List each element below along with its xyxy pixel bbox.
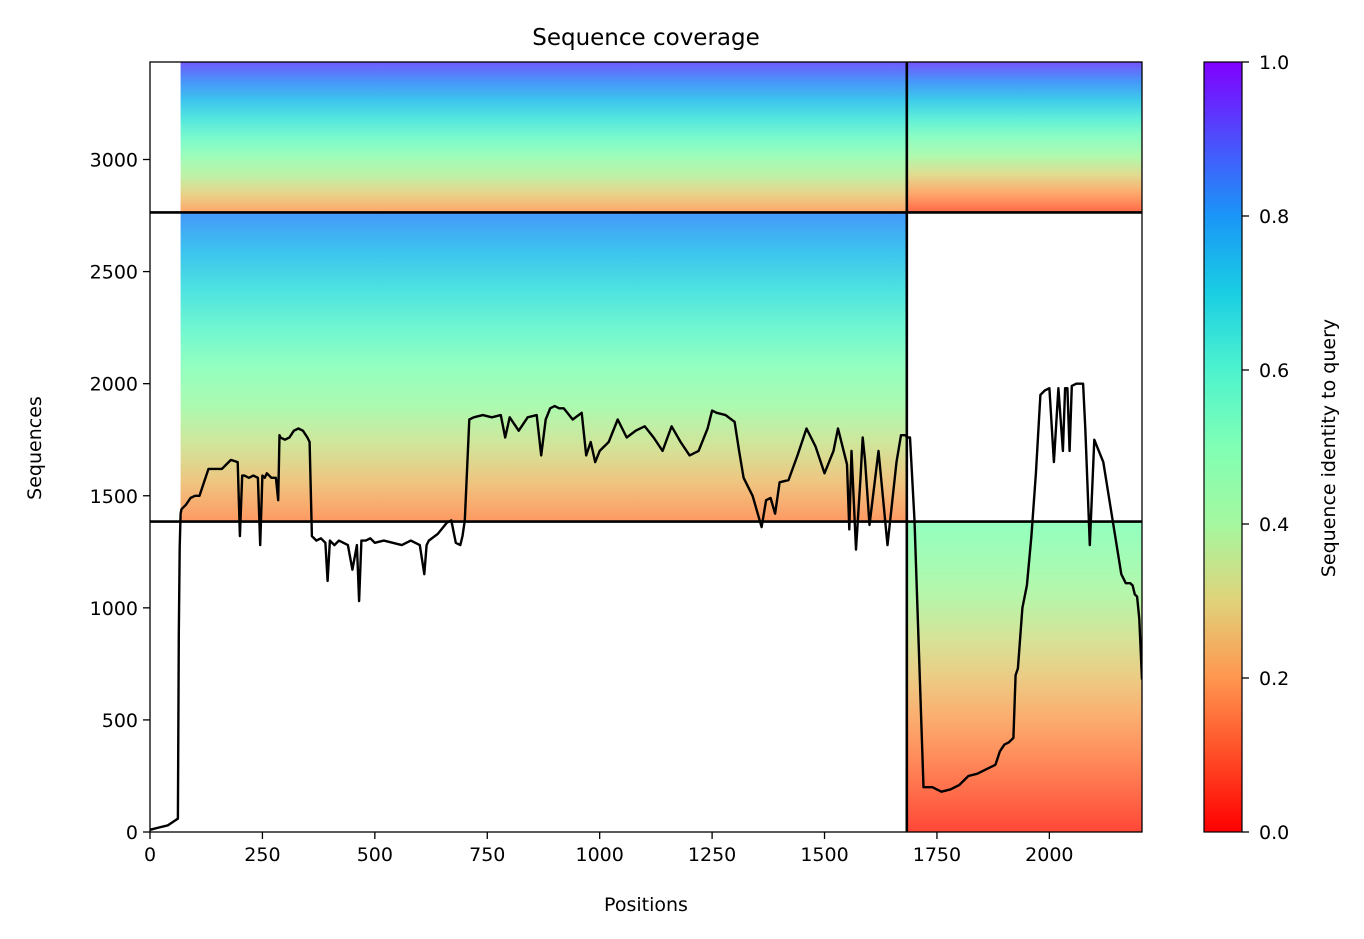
- heatmap-blocks: [180, 62, 1142, 832]
- x-tick-label: 750: [469, 844, 505, 866]
- y-tick-label: 1500: [90, 486, 138, 508]
- colorbar-label: Sequence identity to query: [1318, 319, 1340, 577]
- y-tick-label: 2000: [90, 374, 138, 396]
- y-tick-label: 3000: [90, 150, 138, 172]
- colorbar-tick-label: 0.2: [1259, 668, 1289, 690]
- x-tick-label: 2000: [1025, 844, 1073, 866]
- colorbar: [1203, 61, 1243, 833]
- heatmap-block: [906, 62, 1142, 213]
- x-tick-label: 1250: [688, 844, 736, 866]
- block-dividers: [150, 62, 1142, 832]
- x-tick-label: 1500: [800, 844, 848, 866]
- x-axis-ticks: 0 250 500 750 1000 1250 1500 1750 2000: [144, 832, 1074, 866]
- y-tick-label: 1000: [90, 598, 138, 620]
- x-tick-label: 1750: [913, 844, 961, 866]
- colorbar-tick-label: 1.0: [1259, 52, 1289, 74]
- heatmap-block: [906, 521, 1142, 832]
- chart-title: Sequence coverage: [532, 25, 760, 51]
- y-axis-ticks: 0 500 1000 1500 2000 2500 3000: [90, 150, 150, 844]
- y-tick-label: 0: [126, 822, 138, 844]
- colorbar-tick-label: 0.4: [1259, 514, 1289, 536]
- colorbar-tick-label: 0.6: [1259, 360, 1289, 382]
- colorbar-tick-label: 0.8: [1259, 206, 1289, 228]
- x-tick-label: 1000: [576, 844, 624, 866]
- x-axis-label: Positions: [604, 894, 688, 916]
- y-tick-label: 500: [102, 710, 138, 732]
- heatmap-block: [180, 62, 907, 213]
- x-tick-label: 250: [244, 844, 280, 866]
- plot-frame: [149, 61, 1143, 833]
- y-axis-label: Sequences: [24, 396, 46, 500]
- colorbar-ticks: 0.0 0.2 0.4 0.6 0.8 1.0: [1242, 52, 1289, 844]
- heatmap-block: [180, 212, 907, 522]
- y-tick-label: 2500: [90, 262, 138, 284]
- coverage-line: [150, 382, 1142, 831]
- x-tick-label: 500: [357, 844, 393, 866]
- x-tick-label: 0: [144, 844, 156, 866]
- colorbar-tick-label: 0.0: [1259, 822, 1289, 844]
